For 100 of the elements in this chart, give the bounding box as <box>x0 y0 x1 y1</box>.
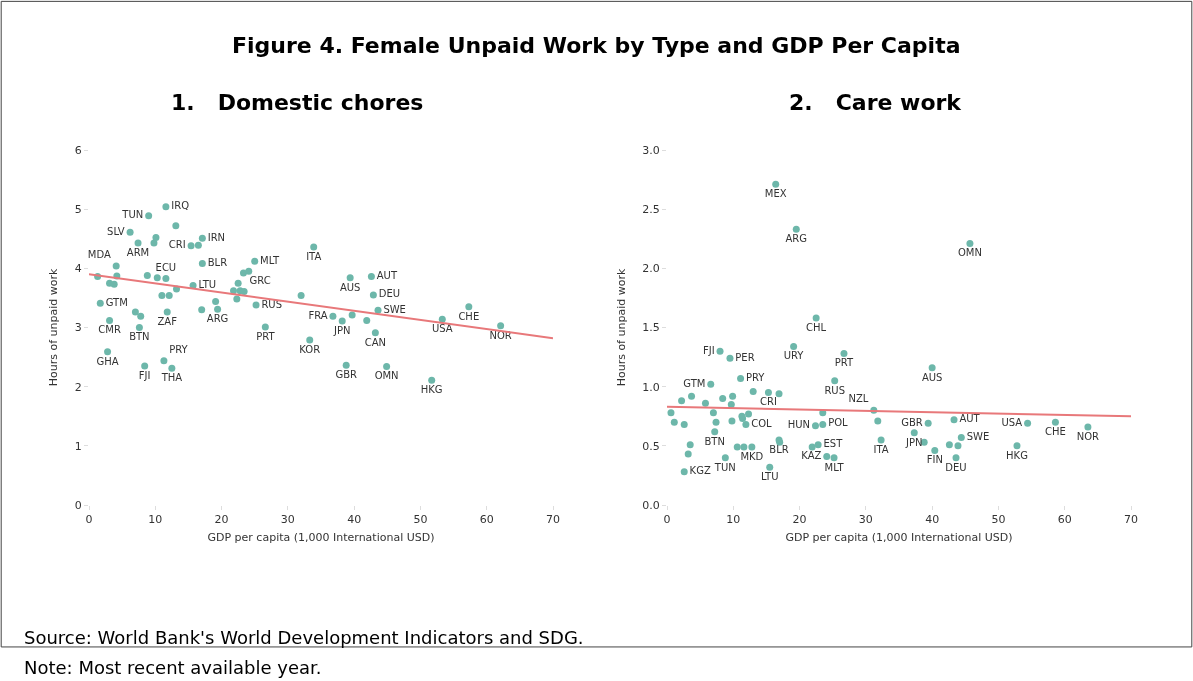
x-tick-label: 30 <box>858 513 873 527</box>
text: Note: Most recent available year. <box>24 657 322 678</box>
data-label: PRT <box>834 357 855 369</box>
data-label: ARM <box>126 246 150 258</box>
data-label: THA <box>160 372 183 384</box>
data-label: LTU <box>198 278 217 290</box>
data-label: GRC <box>249 274 271 286</box>
data-label: POL <box>828 416 849 428</box>
data-label: AUS <box>921 371 943 383</box>
data-label: CHE <box>1045 426 1066 438</box>
data-label: JPN <box>905 436 923 448</box>
y-tick-label: 4 <box>74 262 82 276</box>
data-label: BTN <box>129 331 150 343</box>
data-label: DEU <box>378 288 401 300</box>
data-label: ITA <box>873 443 889 455</box>
data-label: RUS <box>824 384 846 396</box>
data-label: FJI <box>138 369 151 381</box>
y-tick-label: 3 <box>74 321 82 335</box>
data-label: SWE <box>966 431 990 443</box>
data-label: PER <box>735 351 755 363</box>
x-axis-title: GDP per capita (1,000 International USD) <box>207 531 435 545</box>
y-tick-label: 3.0 <box>642 143 660 157</box>
data-label: CHE <box>458 310 480 322</box>
data-label: OMN <box>957 247 982 259</box>
y-axis-title: Hours of unpaid work <box>47 268 61 387</box>
data-label: MLT <box>824 461 845 473</box>
data-label: CHL <box>806 321 827 333</box>
x-tick-label: 70 <box>1124 513 1138 527</box>
data-label: IRQ <box>171 200 190 212</box>
data-label: EST <box>823 438 844 450</box>
data-label: ECU <box>155 261 177 273</box>
data-label: NZL <box>848 393 869 405</box>
x-tick-label: 30 <box>280 513 295 527</box>
data-label: COL <box>751 418 773 430</box>
data-label: AUT <box>959 413 981 425</box>
y-tick-label: 0.0 <box>642 498 660 512</box>
x-tick-label: 70 <box>546 513 560 527</box>
data-label: BTN <box>704 435 725 447</box>
x-tick-label: 40 <box>925 513 940 527</box>
data-label: GHA <box>96 355 119 367</box>
data-label: IRN <box>207 231 226 243</box>
data-label: ZAF <box>157 315 178 327</box>
x-tick-label: 60 <box>479 513 494 527</box>
data-label: FIN <box>926 454 943 466</box>
x-tick-label: 0 <box>85 513 93 527</box>
source-note: Source: World Bank's World Development Indicators and SDG. <box>24 627 584 648</box>
data-label: OMN <box>374 370 399 382</box>
data-label: AUS <box>339 281 361 293</box>
y-tick-label: 5 <box>74 203 82 217</box>
data-label: KOR <box>299 343 321 355</box>
data-label: USA <box>1001 416 1023 428</box>
data-label: PRY <box>169 343 189 355</box>
data-label: HUN <box>787 419 811 431</box>
y-tick-label: 0.5 <box>642 439 660 453</box>
data-label: JPN <box>332 324 351 336</box>
data-label: CMR <box>98 324 121 336</box>
data-label: ARG <box>785 233 808 245</box>
data-label: MLT <box>260 254 280 266</box>
data-label: SWE <box>383 303 406 315</box>
data-label: ARG <box>206 313 229 325</box>
x-tick-label: 20 <box>214 513 229 527</box>
data-label: CRI <box>759 396 777 408</box>
data-label: DEU <box>945 461 967 473</box>
data-label: PRT <box>256 330 276 342</box>
chart-title: 2. Care work <box>789 90 963 115</box>
x-tick-label: 40 <box>347 513 362 527</box>
data-label: GTM <box>105 296 128 308</box>
data-label: TUN <box>121 209 144 221</box>
x-tick-label: 20 <box>792 513 807 527</box>
data-label: CRI <box>168 239 186 251</box>
data-label: KAZ <box>801 449 822 461</box>
data-label: GBR <box>901 416 923 428</box>
data-label: MEX <box>764 188 787 200</box>
x-axis-title: GDP per capita (1,000 International USD) <box>785 531 1013 545</box>
data-label: NOR <box>1076 430 1100 442</box>
caption: Figure 4. Female Unpaid Work by Type and GDP Per Capita <box>232 33 961 58</box>
data-label: LTU <box>760 471 779 483</box>
y-tick-label: 6 <box>74 143 82 157</box>
data-label: GBR <box>335 369 358 381</box>
data-label: KGZ <box>689 465 711 477</box>
data-label: FJI <box>703 344 715 356</box>
y-tick-label: 2.0 <box>642 262 660 276</box>
x-tick-label: 50 <box>413 513 428 527</box>
data-label: AUT <box>376 270 398 282</box>
data-label: PRY <box>745 371 766 383</box>
x-tick-label: 50 <box>991 513 1006 527</box>
data-label: FRA <box>308 309 328 321</box>
x-tick-label: 60 <box>1057 513 1072 527</box>
chart-title: 1. Domestic chores <box>171 90 424 115</box>
y-tick-label: 1 <box>74 439 82 453</box>
y-tick-label: 1.0 <box>642 380 660 394</box>
data-label: HKG <box>1006 449 1028 461</box>
x-tick-label: 10 <box>148 513 163 527</box>
y-tick-label: 2.5 <box>642 203 660 217</box>
data-label: CAN <box>364 336 387 348</box>
data-label: ITA <box>306 250 322 262</box>
data-label: TUN <box>713 461 736 473</box>
data-label: HKG <box>420 384 443 396</box>
data-label: GTM <box>683 377 706 389</box>
x-tick-label: 10 <box>726 513 741 527</box>
